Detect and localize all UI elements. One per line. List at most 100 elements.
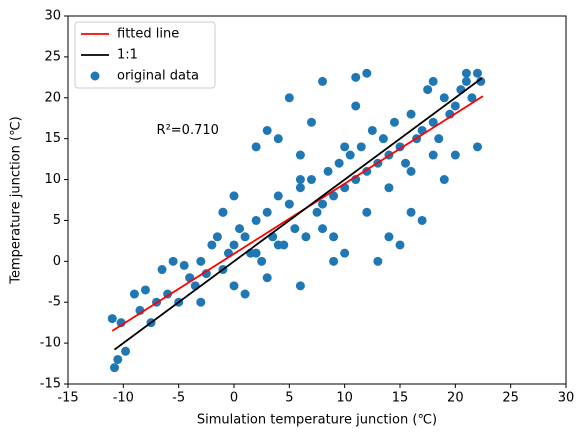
y-tick-label: 25 xyxy=(44,49,61,64)
data-point xyxy=(284,199,294,209)
data-point xyxy=(121,346,131,356)
data-point xyxy=(251,248,261,258)
data-point xyxy=(212,232,222,242)
data-point xyxy=(301,232,311,242)
data-point xyxy=(401,158,411,168)
data-point xyxy=(107,314,117,324)
y-tick-label: -10 xyxy=(40,336,61,351)
data-point xyxy=(262,207,272,217)
data-point xyxy=(262,273,272,283)
y-tick-label: 0 xyxy=(53,254,61,269)
data-point xyxy=(218,207,228,217)
data-point xyxy=(168,256,178,266)
data-point xyxy=(329,232,339,242)
data-point xyxy=(273,134,283,144)
plot-frame xyxy=(67,15,567,385)
data-point xyxy=(257,256,267,266)
data-point xyxy=(318,199,328,209)
data-point xyxy=(428,117,438,127)
x-tick-label: -15 xyxy=(57,391,78,406)
data-point xyxy=(461,68,471,78)
data-point xyxy=(395,240,405,250)
y-axis-label: Temperature junction (℃) xyxy=(9,116,24,285)
data-point xyxy=(362,68,372,78)
y-tick-label: 10 xyxy=(44,172,61,187)
data-point xyxy=(318,224,328,234)
data-point xyxy=(318,76,328,86)
y-tick-label: -15 xyxy=(40,377,61,392)
legend-label: fitted line xyxy=(117,27,179,42)
data-point xyxy=(450,150,460,160)
data-point xyxy=(273,240,283,250)
data-point xyxy=(251,142,261,152)
data-point xyxy=(240,289,250,299)
legend-box xyxy=(74,21,216,89)
data-point xyxy=(367,125,377,135)
data-point xyxy=(235,224,245,234)
data-point xyxy=(323,166,333,176)
data-point xyxy=(109,363,119,373)
data-point xyxy=(179,260,189,270)
x-tick-label: 15 xyxy=(392,391,409,406)
annotation: R²=0.710 xyxy=(157,123,219,138)
data-point xyxy=(439,175,449,185)
data-point xyxy=(351,72,361,82)
data-point xyxy=(356,142,366,152)
data-point xyxy=(472,142,482,152)
data-point xyxy=(229,240,239,250)
data-point xyxy=(116,318,126,328)
y-tick-label: 15 xyxy=(44,131,61,146)
data-point xyxy=(113,354,123,364)
legend-label: 1:1 xyxy=(117,48,138,63)
data-point xyxy=(389,117,399,127)
data-point xyxy=(295,281,305,291)
data-point xyxy=(329,191,339,201)
data-point xyxy=(295,183,305,193)
data-point xyxy=(345,150,355,160)
data-point xyxy=(467,93,477,103)
data-point xyxy=(476,76,486,86)
data-point xyxy=(196,297,206,307)
data-point xyxy=(340,142,350,152)
data-point xyxy=(417,215,427,225)
data-point xyxy=(290,224,300,234)
x-tick-label: 5 xyxy=(285,391,293,406)
y-tick-label: 5 xyxy=(53,213,61,228)
data-point xyxy=(439,93,449,103)
data-point xyxy=(196,256,206,266)
x-tick-label: 10 xyxy=(336,391,353,406)
data-point xyxy=(362,207,372,217)
data-point xyxy=(295,175,305,185)
data-point xyxy=(428,76,438,86)
x-tick-label: 25 xyxy=(502,391,519,406)
data-point xyxy=(201,269,211,279)
data-point xyxy=(329,256,339,266)
data-point xyxy=(129,289,139,299)
x-axis-label: Simulation temperature junction (℃) xyxy=(197,413,437,428)
data-point xyxy=(334,158,344,168)
data-point xyxy=(312,207,322,217)
data-point xyxy=(229,281,239,291)
data-point xyxy=(157,265,167,275)
data-point xyxy=(406,207,416,217)
data-point xyxy=(273,191,283,201)
data-point xyxy=(229,191,239,201)
data-point xyxy=(295,150,305,160)
x-tick-label: -5 xyxy=(172,391,185,406)
data-point xyxy=(378,134,388,144)
data-point xyxy=(284,93,294,103)
data-point xyxy=(140,285,150,295)
data-point xyxy=(450,101,460,111)
data-point xyxy=(406,109,416,119)
y-tick-label: 20 xyxy=(44,90,61,105)
data-point xyxy=(262,125,272,135)
data-point xyxy=(423,85,433,95)
x-tick-label: -10 xyxy=(113,391,134,406)
data-point xyxy=(306,117,316,127)
data-point xyxy=(373,256,383,266)
data-point xyxy=(240,232,250,242)
data-point xyxy=(207,240,217,250)
legend-label: original data xyxy=(117,69,199,84)
data-point xyxy=(472,68,482,78)
